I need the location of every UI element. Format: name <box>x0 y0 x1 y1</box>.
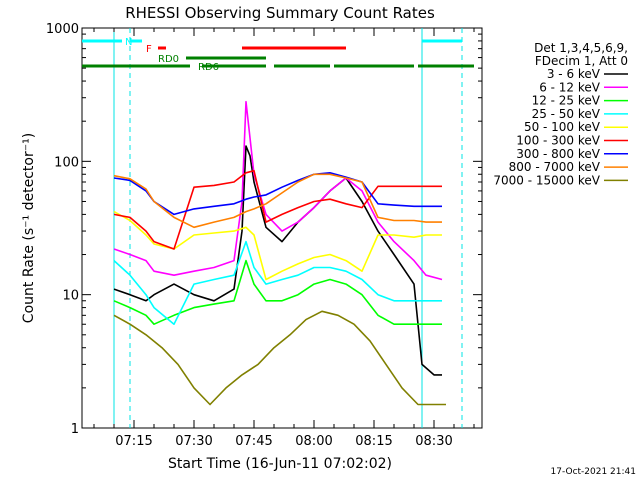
x-axis-label: Start Time (16-Jun-11 07:02:02) <box>168 456 392 472</box>
legend-entry-label-3: 25 - 50 keV <box>532 107 601 121</box>
series-line-7 <box>113 173 442 229</box>
annotation-label-n: N <box>125 37 132 48</box>
x-tick-label-1: 07:30 <box>175 434 212 449</box>
plot-area: 1 10 100 1000 07:15 07:30 07:45 08:00 08:15 08:30… <box>46 22 483 449</box>
plot-frame <box>81 27 483 429</box>
x-tick-label-5: 08:30 <box>415 434 452 449</box>
legend-entry-label-5: 100 - 300 keV <box>516 134 600 148</box>
y-tick-label-1: 10 <box>62 289 79 304</box>
chart-title: RHESSI Observing Summary Count Rates <box>125 4 435 22</box>
y-axis-label: Count Rate (s⁻¹ detector⁻¹) <box>21 133 37 323</box>
y-tick-label-2: 100 <box>54 155 79 170</box>
annotation-label-rd0: RD0 <box>158 54 179 65</box>
annotation-label-f: F <box>146 44 152 55</box>
legend-entry-label-6: 300 - 800 keV <box>516 147 600 161</box>
series-line-0 <box>113 145 442 376</box>
legend-entry-label-2: 12 - 25 keV <box>532 94 601 108</box>
series-line-5 <box>113 169 442 250</box>
legend-entry-label-4: 50 - 100 keV <box>524 120 601 134</box>
x-tick-label-0: 07:15 <box>115 434 152 449</box>
y-tick-label-3: 1000 <box>46 22 79 37</box>
legend-entry-label-1: 6 - 12 keV <box>539 80 601 94</box>
legend-entry-label-0: 3 - 6 keV <box>547 67 601 81</box>
footer-timestamp: 17-Oct-2021 21:41 <box>551 467 636 477</box>
series-line-4 <box>113 210 442 281</box>
x-tick-label-4: 08:15 <box>355 434 392 449</box>
legend: Det 1,3,4,5,6,9, FDecim 1, Att 0 3 - 6 k… <box>493 41 628 187</box>
series-line-2 <box>113 259 442 325</box>
series-line-8 <box>113 310 446 406</box>
legend-entry-label-7: 800 - 7000 keV <box>509 160 601 174</box>
x-tick-label-2: 07:45 <box>235 434 272 449</box>
y-tick-label-0: 1 <box>71 422 79 437</box>
legend-entry-label-8: 7000 - 15000 keV <box>493 173 600 187</box>
annotation-label-rd6: RD6 <box>198 62 219 73</box>
series-line-3 <box>113 240 442 325</box>
series-line-6 <box>113 172 442 216</box>
legend-header-line-1: Det 1,3,4,5,6,9, <box>534 41 628 55</box>
legend-header-line-2: FDecim 1, Att 0 <box>535 54 628 68</box>
x-tick-label-3: 08:00 <box>295 434 332 449</box>
